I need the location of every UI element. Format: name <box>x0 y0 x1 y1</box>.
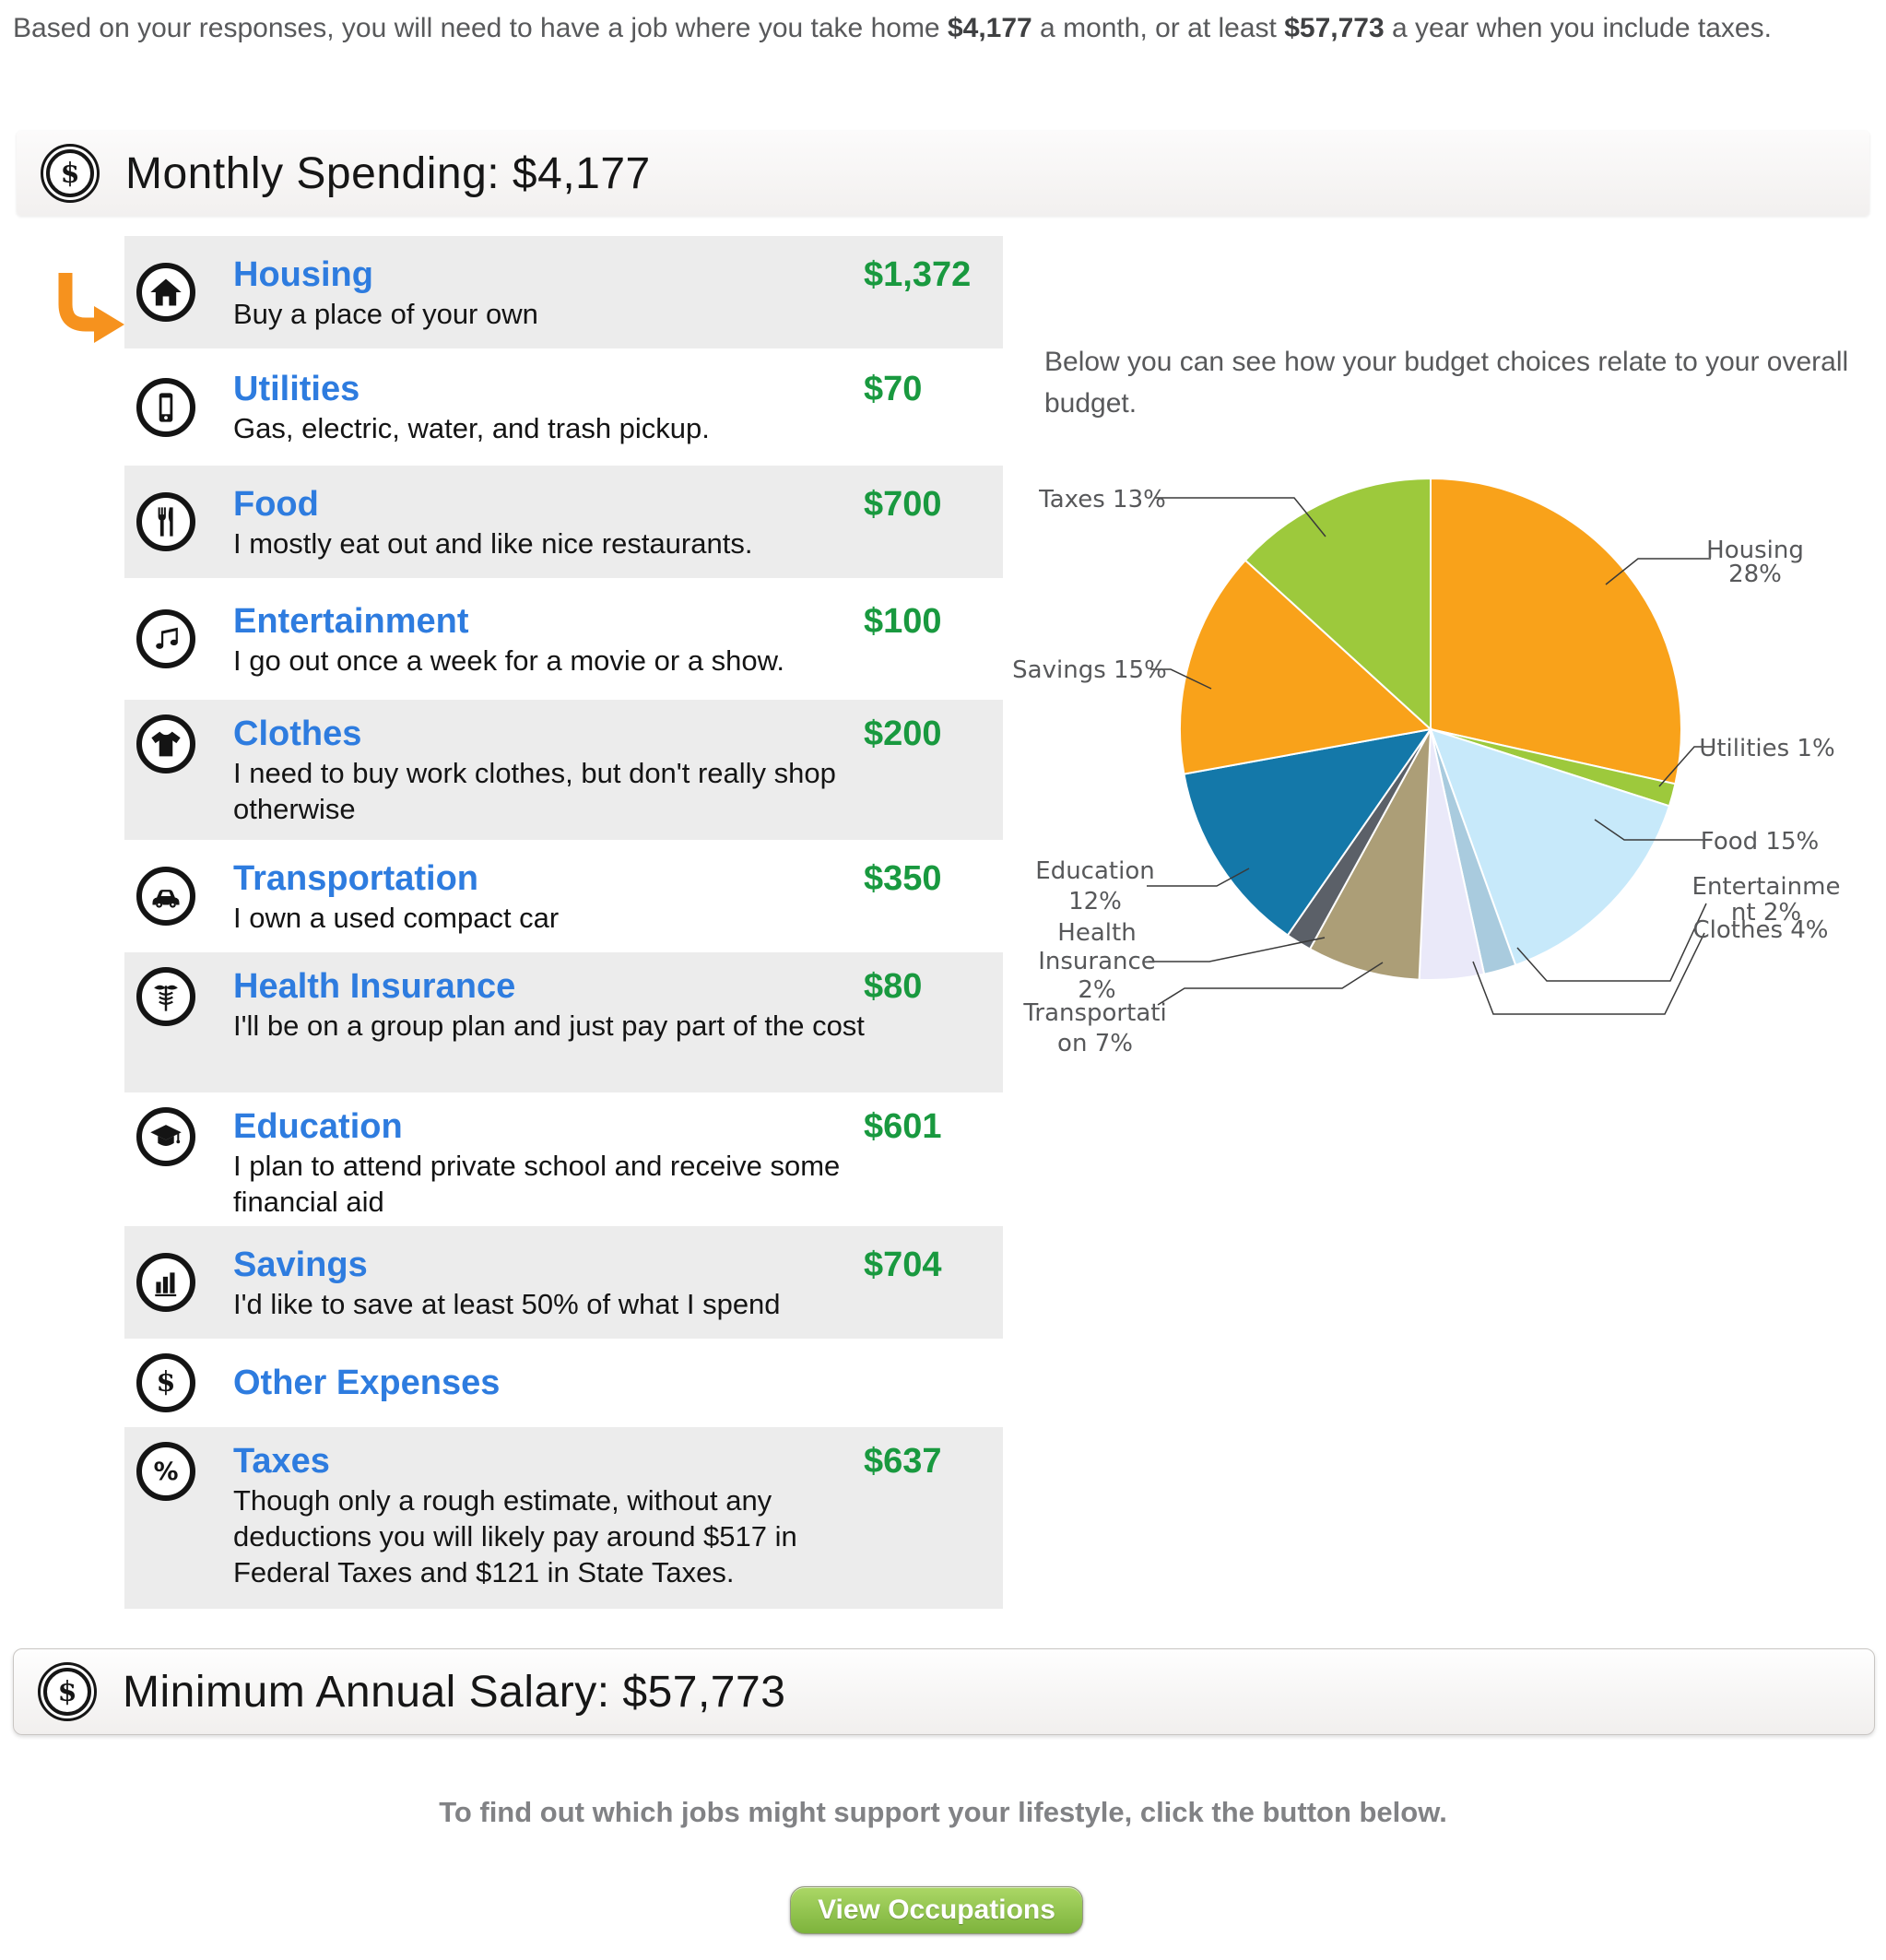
dollar-icon: .s{fill:none;stroke:#141414;stroke-width… <box>136 1353 195 1412</box>
category-row-food[interactable]: .s{fill:none;stroke:#141414;stroke-width… <box>124 466 1003 578</box>
category-title[interactable]: Savings <box>233 1245 368 1284</box>
bar-chart-icon: .s{fill:none;stroke:#141414;stroke-width… <box>136 1253 195 1312</box>
dollar-circle-icon: $ <box>38 1662 97 1721</box>
category-amount: $100 <box>864 601 942 641</box>
category-amount: $200 <box>864 714 942 753</box>
category-title[interactable]: Taxes <box>233 1442 330 1481</box>
music-note-icon: .s{fill:none;stroke:#141414;stroke-width… <box>136 609 195 668</box>
pie-label-taxes: Taxes 13% <box>1039 486 1166 514</box>
pie-label-housing: Housing 28% <box>1706 537 1804 588</box>
category-row-other-expenses[interactable]: .s{fill:none;stroke:#141414;stroke-width… <box>124 1339 1003 1427</box>
intro-paragraph: Based on your responses, you will need t… <box>13 13 1772 43</box>
pie-leader-line <box>1147 868 1250 887</box>
pie-leader-line <box>1658 746 1713 787</box>
pie-label-transportation: Transportati on 7% <box>1023 999 1167 1057</box>
category-amount: $1,372 <box>864 254 972 294</box>
category-amount: $70 <box>864 370 923 408</box>
category-description: Though only a rough estimate, without an… <box>233 1484 797 1588</box>
pie-label-clothes: Clothes 4% <box>1692 916 1829 944</box>
percent-icon: .s{fill:none;stroke:#141414;stroke-width… <box>136 1442 195 1501</box>
annual-salary-value: $57,773 <box>1284 13 1385 43</box>
category-description: I'll be on a group plan and just pay par… <box>233 1010 865 1042</box>
category-row-utilities[interactable]: .s{fill:none;stroke:#141414;stroke-width… <box>124 348 1003 466</box>
category-amount: $80 <box>864 967 923 1006</box>
selected-row-arrow-icon <box>58 273 124 343</box>
svg-text:$: $ <box>157 1366 176 1399</box>
category-description: I'd like to save at least 50% of what I … <box>233 1287 781 1320</box>
category-list: .s{fill:none;stroke:#141414;stroke-width… <box>124 236 1003 1609</box>
pie-slice-transportation[interactable] <box>1308 728 1432 981</box>
monthly-spending-title: Monthly Spending: $4,177 <box>125 148 651 198</box>
graduation-cap-icon: .s{fill:none;stroke:#141414;stroke-width… <box>136 1107 195 1166</box>
pie-leader-line <box>1155 497 1326 537</box>
category-row-savings[interactable]: .s{fill:none;stroke:#141414;stroke-width… <box>124 1226 1003 1339</box>
category-description: I own a used compact car <box>233 901 560 934</box>
pie-leader-line <box>1605 558 1711 585</box>
category-title[interactable]: Transportation <box>233 858 479 898</box>
pie-label-savings: Savings 15% <box>1012 656 1167 684</box>
pie-slice-housing[interactable] <box>1430 477 1682 785</box>
category-row-education[interactable]: .s{fill:none;stroke:#141414;stroke-width… <box>124 1092 1003 1226</box>
category-description: I go out once a week for a movie or a sh… <box>233 643 784 677</box>
tshirt-icon: .s{fill:none;stroke:#141414;stroke-width… <box>136 714 195 773</box>
category-title[interactable]: Health Insurance <box>233 967 516 1006</box>
category-title[interactable]: Education <box>233 1107 403 1146</box>
pie-label-health-insurance: Health Insurance 2% <box>1038 919 1156 1004</box>
category-title[interactable]: Housing <box>233 254 373 294</box>
intro-text: Based on your responses, you will need t… <box>13 13 948 43</box>
pie-label-utilities: Utilities 1% <box>1699 735 1835 762</box>
dollar-circle-icon: $ <box>41 144 100 203</box>
category-row-housing[interactable]: .s{fill:none;stroke:#141414;stroke-width… <box>124 236 1003 348</box>
pie-slice-savings[interactable] <box>1179 559 1433 775</box>
category-row-entertainment[interactable]: .s{fill:none;stroke:#141414;stroke-width… <box>124 578 1003 700</box>
pie-leader-line <box>1150 668 1212 690</box>
pie-leader-line <box>1472 932 1705 1015</box>
pie-leader-line <box>1594 819 1711 841</box>
category-amount: $700 <box>864 484 942 524</box>
pie-slice-food[interactable] <box>1429 727 1671 967</box>
category-row-transportation[interactable]: .s{fill:none;stroke:#141414;stroke-width… <box>124 840 1003 952</box>
category-description: Gas, electric, water, and trash pickup. <box>233 412 710 444</box>
monthly-spending-header: $ Monthly Spending: $4,177 <box>17 131 1869 216</box>
category-row-health-insurance[interactable]: .s{fill:none;stroke:#141414;stroke-width… <box>124 952 1003 1092</box>
pie-leader-line <box>1157 962 1384 1006</box>
category-description: I mostly eat out and like nice restauran… <box>233 526 753 560</box>
pie-slice-taxes[interactable] <box>1244 477 1432 732</box>
category-title[interactable]: Other Expenses <box>233 1364 501 1402</box>
category-amount: $350 <box>864 858 942 898</box>
category-title[interactable]: Food <box>233 484 319 524</box>
caduceus-icon: .s{fill:none;stroke:#141414;stroke-width… <box>136 967 195 1026</box>
car-icon: .s{fill:none;stroke:#141414;stroke-width… <box>136 867 195 926</box>
home-icon: .s{fill:none;stroke:#141414;stroke-width… <box>136 263 195 322</box>
cta-text: To find out which jobs might support you… <box>439 1796 1447 1828</box>
view-occupations-button[interactable]: View Occupations <box>790 1886 1083 1934</box>
category-title[interactable]: Clothes <box>233 714 362 753</box>
pie-leader-line <box>1149 937 1326 962</box>
minimum-annual-salary-title: Minimum Annual Salary: $57,773 <box>123 1667 786 1717</box>
category-description: Buy a place of your own <box>233 297 538 330</box>
pie-label-entertainment: Entertainme nt 2% <box>1692 873 1841 927</box>
category-row-clothes[interactable]: .s{fill:none;stroke:#141414;stroke-width… <box>124 700 1003 840</box>
category-amount: $601 <box>864 1107 942 1146</box>
category-description: I need to buy work clothes, but don't re… <box>233 757 836 825</box>
category-amount: $637 <box>864 1442 942 1481</box>
pie-label-food: Food 15% <box>1700 828 1820 856</box>
category-description: I plan to attend private school and rece… <box>233 1150 841 1218</box>
category-title[interactable]: Entertainment <box>233 601 469 641</box>
utensils-icon: .s{fill:none;stroke:#141414;stroke-width… <box>136 492 195 551</box>
svg-text:%: % <box>154 1458 179 1486</box>
monthly-takehome-value: $4,177 <box>947 13 1032 43</box>
minimum-annual-salary-bar: $ Minimum Annual Salary: $57,773 <box>13 1648 1875 1735</box>
phone-icon: .s{fill:none;stroke:#141414;stroke-width… <box>136 377 195 437</box>
pie-label-education: Education 12% <box>1035 857 1155 915</box>
category-title[interactable]: Utilities <box>233 370 360 408</box>
pie-leader-line <box>1516 903 1707 982</box>
category-amount: $704 <box>864 1245 942 1284</box>
category-row-taxes[interactable]: .s{fill:none;stroke:#141414;stroke-width… <box>124 1427 1003 1609</box>
pie-slice-education[interactable] <box>1183 727 1433 937</box>
budget-pie-chart <box>1147 477 1713 1015</box>
chart-intro-text: Below you can see how your budget choice… <box>1044 347 1849 419</box>
